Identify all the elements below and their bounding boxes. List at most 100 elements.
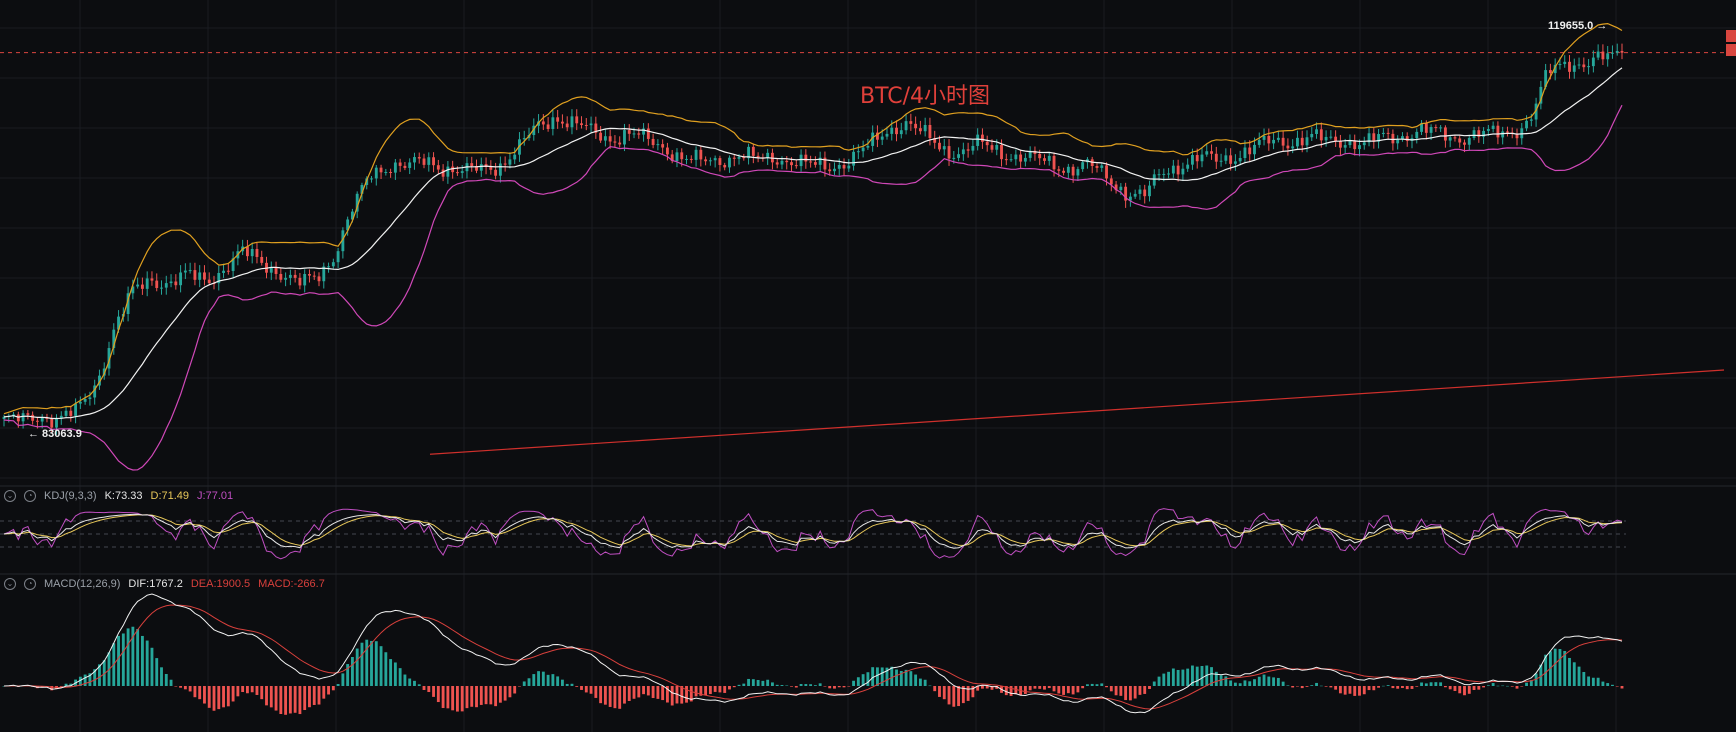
collapse-icon[interactable]: ⌄ bbox=[4, 490, 16, 502]
candle-body bbox=[866, 145, 870, 148]
macd-histogram-bar bbox=[899, 670, 903, 686]
macd-histogram-bar bbox=[880, 667, 884, 686]
macd-histogram-bar bbox=[1529, 680, 1533, 686]
candle-body bbox=[918, 128, 922, 132]
macd-histogram-bar bbox=[904, 669, 908, 686]
macd-histogram-bar bbox=[1105, 686, 1108, 688]
macd-histogram-bar bbox=[1023, 686, 1027, 694]
candle-body bbox=[1128, 196, 1132, 201]
macd-histogram-bar bbox=[1028, 686, 1032, 691]
candle-body bbox=[813, 162, 817, 165]
macd-histogram-bar bbox=[537, 671, 540, 686]
candle-body bbox=[623, 130, 626, 145]
macd-histogram-bar bbox=[670, 686, 674, 706]
macd-histogram-bar bbox=[384, 652, 388, 686]
macd-histogram-bar bbox=[852, 680, 855, 686]
candle-body bbox=[217, 272, 221, 284]
candle-body bbox=[288, 274, 292, 278]
candle-body bbox=[1000, 145, 1003, 160]
macd-histogram-bar bbox=[1291, 686, 1295, 688]
macd-histogram-bar bbox=[842, 686, 846, 688]
macd-histogram-bar bbox=[1043, 686, 1046, 690]
candle-body bbox=[1520, 128, 1524, 139]
macd-histogram-bar bbox=[460, 686, 464, 712]
candle-body bbox=[947, 146, 951, 159]
macd-histogram-bar bbox=[441, 686, 445, 709]
candle-body bbox=[1539, 86, 1543, 104]
price-low-label: ← 83063.9 bbox=[28, 428, 82, 440]
macd-histogram-bar bbox=[1243, 680, 1247, 686]
macd-histogram-bar bbox=[1033, 686, 1037, 689]
macd-histogram-bar bbox=[1315, 682, 1318, 686]
candle-body bbox=[98, 375, 101, 386]
macd-histogram-bar bbox=[1410, 686, 1414, 689]
candle-body bbox=[193, 270, 197, 280]
candle-body bbox=[1611, 52, 1614, 54]
macd-hist-value: MACD:-266.7 bbox=[258, 578, 325, 590]
macd-histogram-bar bbox=[584, 686, 588, 693]
candle-body bbox=[1329, 136, 1333, 138]
macd-histogram-bar bbox=[785, 685, 789, 686]
macd-histogram-bar bbox=[1443, 686, 1447, 688]
candle-body bbox=[575, 116, 579, 124]
macd-histogram-bar bbox=[1496, 685, 1500, 687]
macd-histogram-bar bbox=[856, 677, 860, 686]
candle-body bbox=[45, 417, 49, 419]
candle-body bbox=[1544, 70, 1548, 87]
candle-body bbox=[379, 167, 383, 173]
macd-histogram-bar bbox=[952, 686, 956, 707]
macd-histogram-bar bbox=[976, 686, 980, 691]
macd-histogram-bar bbox=[427, 686, 431, 693]
candle-body bbox=[689, 158, 693, 160]
candle-body bbox=[1577, 64, 1581, 66]
candle-body bbox=[1248, 147, 1252, 155]
macd-histogram-bar bbox=[255, 686, 259, 695]
candle-body bbox=[608, 136, 612, 142]
candle-body bbox=[704, 159, 708, 162]
candle-body bbox=[580, 123, 583, 126]
candle-body bbox=[35, 420, 39, 422]
candle-body bbox=[1296, 137, 1299, 147]
macd-histogram-bar bbox=[518, 686, 521, 687]
candle-body bbox=[971, 145, 975, 151]
candle-body bbox=[370, 178, 373, 180]
macd-histogram-bar bbox=[69, 683, 73, 686]
macd-histogram-bar bbox=[331, 686, 335, 691]
candle-body bbox=[2, 416, 6, 419]
macd-histogram-bar bbox=[1210, 667, 1213, 686]
candle-body bbox=[1305, 137, 1309, 146]
macd-histogram-bar bbox=[728, 686, 731, 690]
macd-histogram-bar bbox=[938, 686, 941, 697]
macd-histogram-bar bbox=[742, 683, 746, 686]
macd-histogram-bar bbox=[360, 642, 364, 686]
bell-icon[interactable]: ◔ bbox=[24, 490, 36, 502]
macd-histogram-bar bbox=[613, 686, 617, 709]
macd-histogram-bar bbox=[560, 679, 564, 686]
macd-histogram-bar bbox=[1272, 677, 1276, 686]
price-high-label: 119655.0 → bbox=[1548, 20, 1608, 32]
candle-body bbox=[1334, 136, 1338, 142]
candle-body bbox=[1181, 168, 1185, 175]
candle-body bbox=[1300, 137, 1304, 146]
candle-body bbox=[518, 139, 521, 155]
bell-icon[interactable]: ◔ bbox=[24, 578, 36, 590]
macd-histogram-bar bbox=[1367, 686, 1371, 691]
candle-body bbox=[1472, 130, 1476, 138]
macd-histogram-bar bbox=[1009, 686, 1013, 696]
candle-body bbox=[1081, 162, 1085, 170]
candle-body bbox=[852, 151, 855, 166]
macd-histogram-bar bbox=[446, 686, 450, 709]
macd-histogram-bar bbox=[279, 686, 283, 714]
candle-body bbox=[847, 165, 851, 169]
candle-body bbox=[603, 136, 607, 141]
candle-body bbox=[766, 152, 770, 159]
candle-body bbox=[1105, 165, 1108, 179]
candle-body bbox=[475, 166, 478, 171]
candle-body bbox=[393, 162, 397, 173]
macd-histogram-bar bbox=[50, 686, 54, 691]
kdj-k-value: K:73.33 bbox=[104, 490, 143, 502]
collapse-icon[interactable]: ⌄ bbox=[4, 578, 16, 590]
candle-body bbox=[890, 127, 894, 134]
macd-histogram-bar bbox=[818, 683, 822, 686]
